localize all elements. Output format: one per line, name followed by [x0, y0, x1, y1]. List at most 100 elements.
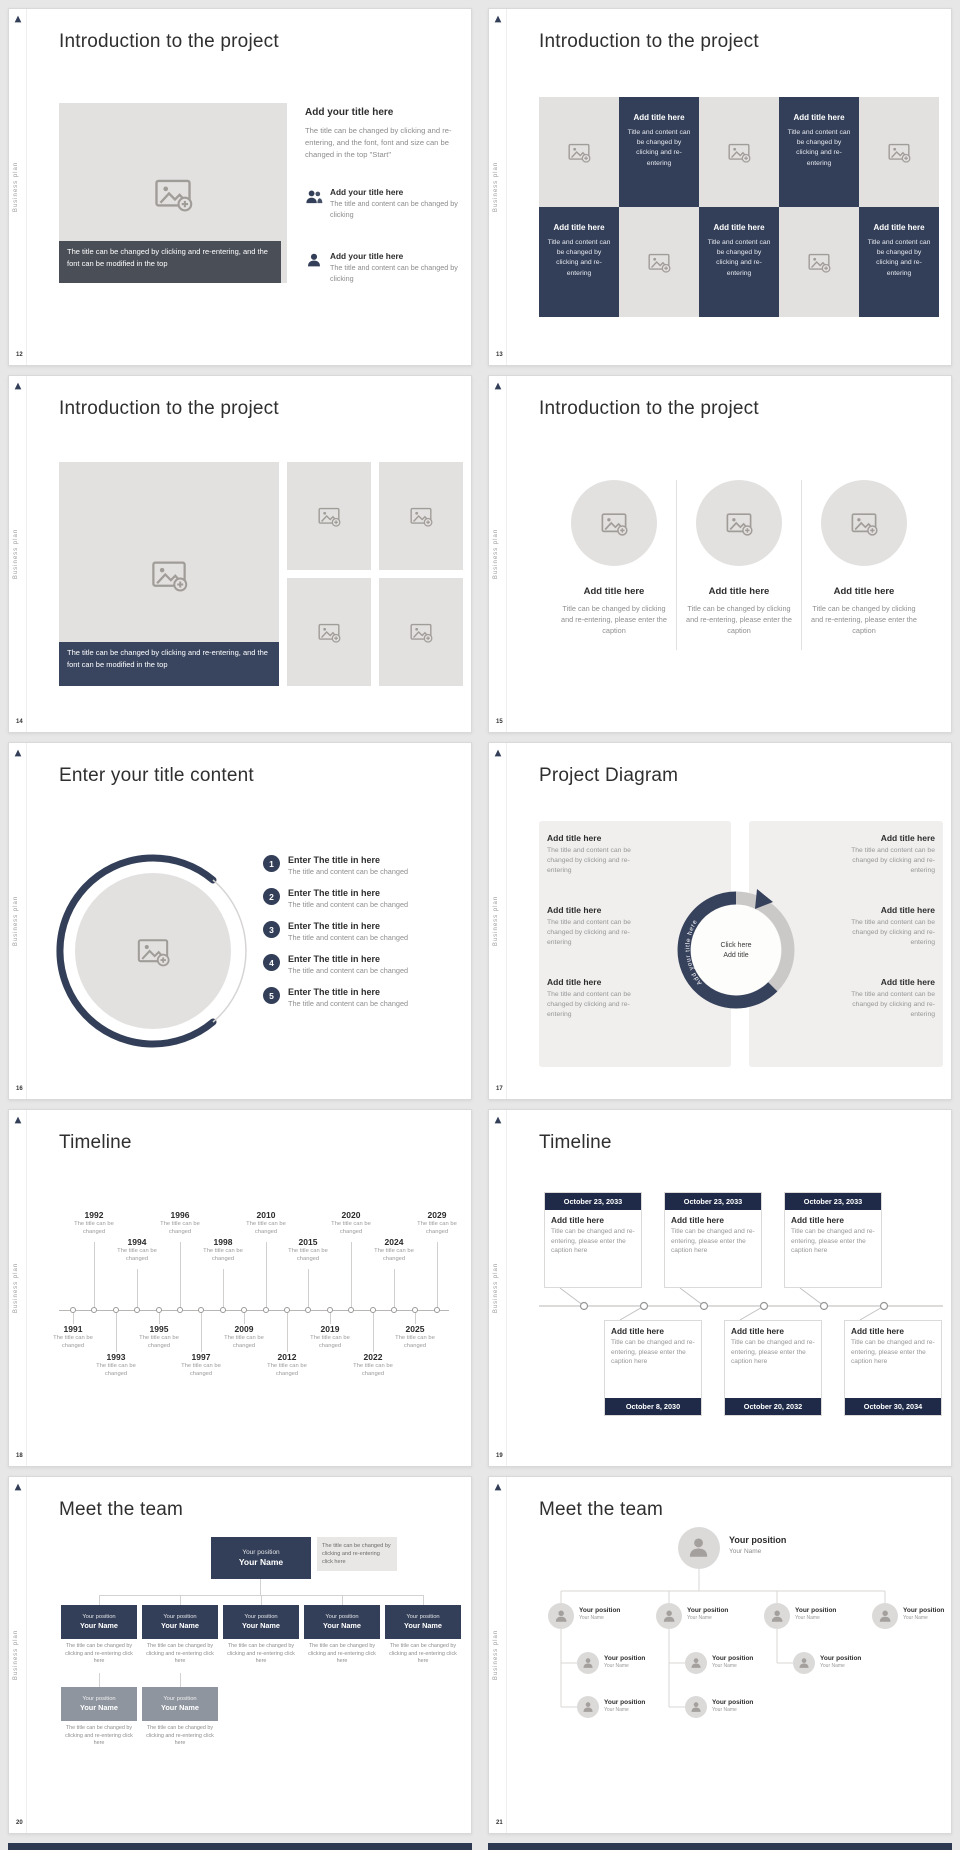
callout-title: Add title here: [551, 1215, 605, 1225]
image-placeholder-icon: [648, 253, 671, 273]
org-box: Your position Your Name: [223, 1605, 299, 1639]
timeline-entry: 2025 The title can be changed: [393, 1324, 437, 1351]
member-position: Your position: [604, 1699, 646, 1706]
slide-thumbnail-20[interactable]: Business plan Meet the team Your positio…: [8, 1476, 472, 1834]
image-placeholder-icon: [728, 143, 751, 163]
slide-sidebar: Business plan: [9, 1477, 27, 1833]
member-name: Your Name: [903, 1615, 928, 1621]
cell-text: Title and content can be changed by clic…: [787, 129, 851, 167]
image-caption-bar: The title can be changed by clicking and…: [59, 241, 281, 283]
member-position: Your position: [163, 1614, 197, 1620]
timeline-tick: [308, 1269, 309, 1310]
person-icon: [799, 1658, 809, 1668]
slide-sidebar: Business plan: [9, 376, 27, 732]
timeline-tick: [73, 1310, 74, 1324]
person-icon: [555, 1610, 567, 1622]
cell-text: Title and content can be changed by clic…: [547, 239, 611, 277]
timeline-tick: [137, 1269, 138, 1310]
item-number-badge: 4: [263, 954, 280, 971]
member-name: Your Name: [820, 1663, 845, 1669]
entry-year: 2010: [256, 1210, 276, 1220]
logo-icon: [494, 1116, 502, 1124]
slide-thumbnail-16[interactable]: Business plan Enter your title content 1…: [8, 742, 472, 1100]
slide-thumbnail-17[interactable]: Business plan Project Diagram Add title …: [488, 742, 952, 1100]
slide-thumbnail-21[interactable]: Business plan Meet the team Your positio…: [488, 1476, 952, 1834]
team-member: Your position Your Name: [604, 1699, 645, 1713]
slide-thumbnail-12[interactable]: Business plan Introduction to the projec…: [8, 8, 472, 366]
timeline-callout: October 23, 2033 Add title here Title ca…: [784, 1192, 882, 1288]
entry-text: The title and content can be changed by …: [851, 847, 935, 875]
callout-text: Title can be changed and re-entering, pl…: [791, 1228, 875, 1255]
entry-text: The title and content can be changed by …: [547, 847, 631, 875]
entry-caption: The title can be changed: [224, 1335, 264, 1349]
avatar: [685, 1696, 707, 1718]
entry-year: 2025: [405, 1324, 425, 1334]
slide-thumbnail-18[interactable]: Business plan Timeline 1991 The title can…: [8, 1109, 472, 1467]
org-connector: [99, 1673, 100, 1687]
timeline-callout: Add title here Title can be changed and …: [844, 1320, 942, 1416]
org-box-secondary: Your position Your Name: [61, 1687, 137, 1721]
timeline-node: [391, 1307, 397, 1313]
avatar: [678, 1527, 720, 1569]
sidebar-vertical-label: Business plan: [492, 1262, 499, 1314]
logo-icon: [14, 1116, 22, 1124]
member-position: Your position: [242, 1549, 280, 1556]
member-position: Your position: [406, 1614, 440, 1620]
column-title: Add title here: [833, 586, 895, 597]
entry-title: Add title here: [547, 833, 602, 843]
member-name: Your Name: [604, 1707, 629, 1713]
entry-caption: The title can be changed: [395, 1335, 435, 1349]
slide-thumbnail-15[interactable]: Business plan Introduction to the projec…: [488, 375, 952, 733]
image-placeholder: [779, 207, 859, 317]
org-connector: [99, 1595, 100, 1605]
team-member: Your position Your Name: [579, 1607, 620, 1621]
item-title: Enter The title in here: [288, 855, 381, 865]
image-text-grid: Add title here Title and content can be c…: [539, 97, 939, 317]
image-placeholder-icon: [410, 623, 433, 643]
image-placeholder-icon: [137, 939, 170, 967]
avatar: [764, 1603, 790, 1629]
member-name: Your Name: [604, 1663, 629, 1669]
slide-title: Meet the team: [59, 1499, 184, 1520]
next-row-slide-partial[interactable]: [8, 1843, 472, 1850]
member-position: Your position: [604, 1655, 646, 1662]
timeline-entry: 2020 The title can be changed: [329, 1210, 373, 1237]
slide-thumbnail-13[interactable]: Business plan Introduction to the projec…: [488, 8, 952, 366]
slide-title: Meet the team: [539, 1499, 664, 1520]
image-placeholder: [379, 462, 463, 570]
callout-text: Title can be changed and re-entering, pl…: [551, 1228, 635, 1255]
numbered-list: 1 Enter The title in here The title and co…: [263, 855, 463, 1008]
org-box: Your position Your Name: [385, 1605, 461, 1639]
cell-text: Title and content can be changed by clic…: [707, 239, 771, 277]
org-caption: The title can be changed by clicking and…: [308, 1643, 376, 1665]
team-member: Your position Your Name: [795, 1607, 836, 1621]
avatar: [685, 1652, 707, 1674]
panel-entry: Add title here The title and content can …: [547, 833, 643, 877]
column-divider: [801, 480, 802, 650]
content-paragraph: The title can be changed by clicking and…: [305, 126, 452, 159]
slide-title: Introduction to the project: [539, 31, 759, 52]
slide-thumbnail-19[interactable]: Business plan Timeline October 23, 2033 …: [488, 1109, 952, 1467]
entry-year: 1994: [127, 1237, 147, 1247]
column-title: Add title here: [583, 586, 645, 597]
slide-page-number: 15: [496, 719, 503, 725]
entry-caption: The title can be changed: [117, 1248, 157, 1262]
slide-sidebar: Business plan: [489, 9, 507, 365]
member-name: Your Name: [404, 1621, 442, 1630]
image-placeholder-icon: [568, 143, 591, 163]
member-name: Your Name: [687, 1615, 712, 1621]
entry-title: Add title here: [547, 977, 602, 987]
person-icon: [308, 253, 320, 267]
date-badge: October 23, 2033: [665, 1193, 761, 1210]
image-placeholder: [571, 480, 657, 566]
cell-title: Add title here: [713, 223, 765, 232]
team-member: Your position Your Name: [712, 1655, 753, 1669]
image-placeholder: [619, 207, 699, 317]
timeline-tick: [415, 1310, 416, 1324]
item-title: Enter The title in here: [288, 921, 381, 931]
timeline-node: [412, 1307, 418, 1313]
circular-flow-diagram: Add your title here Click here Add title: [677, 889, 795, 1009]
next-row-slide-partial[interactable]: [488, 1843, 952, 1850]
slide-thumbnail-14[interactable]: Business plan Introduction to the projec…: [8, 375, 472, 733]
list-item-text: The title and content can be changed by …: [330, 263, 458, 283]
